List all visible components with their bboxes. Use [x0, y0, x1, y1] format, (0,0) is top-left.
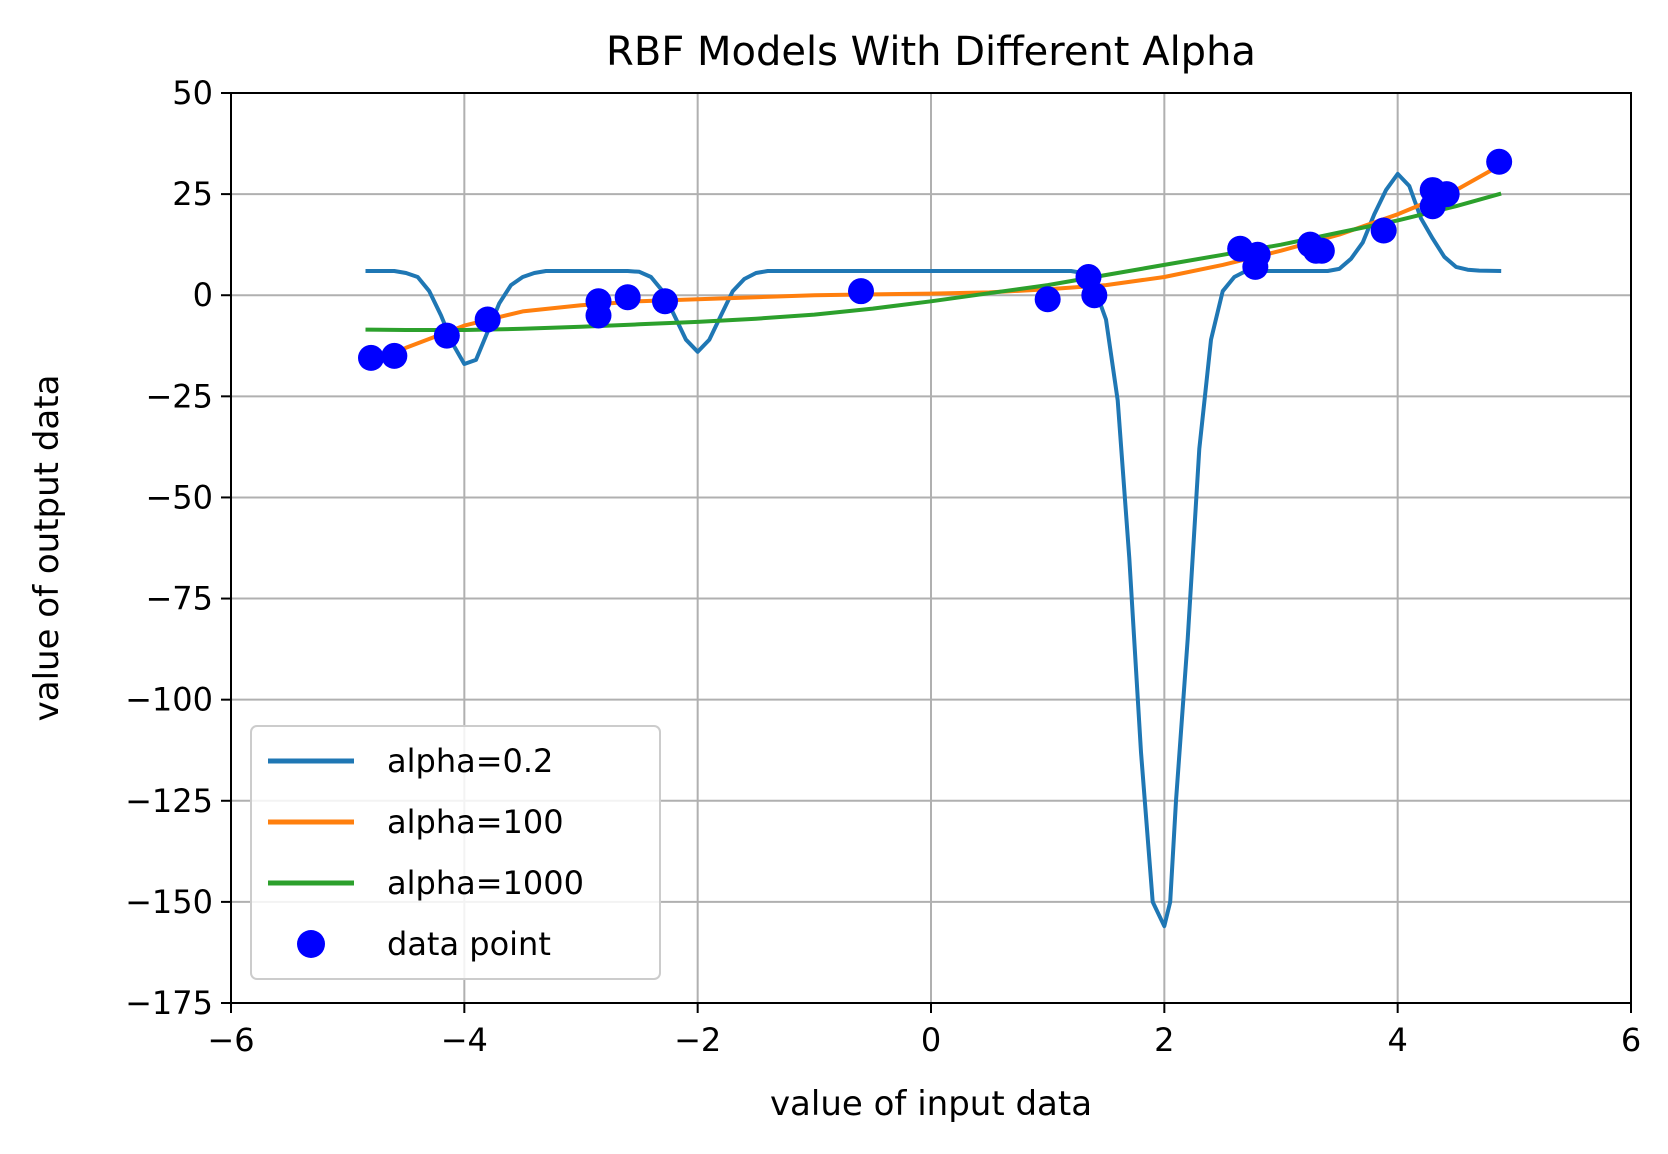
data-point [1034, 286, 1061, 313]
legend-label-data-point: data point [387, 925, 551, 963]
data-point [1433, 181, 1460, 208]
data-point [433, 322, 460, 349]
data-point [614, 284, 641, 311]
legend-label-alpha-100: alpha=100 [387, 803, 564, 841]
data-point [1242, 253, 1269, 280]
x-tick-label-3: 0 [921, 1021, 941, 1059]
y-tick-label-0: 50 [172, 74, 213, 112]
legend-label-alpha-1000: alpha=1000 [387, 864, 584, 902]
y-tick-label-7: −125 [125, 782, 213, 820]
x-tick-label-2: −2 [674, 1021, 721, 1059]
series-line-0 [365, 171, 1502, 929]
data-point [358, 344, 384, 371]
data-point [1486, 148, 1513, 175]
y-tick-label-5: −75 [145, 580, 213, 618]
y-axis: 50 25 0 −25 −50 −75 −100 −125 −150 −175 [125, 74, 231, 1022]
x-axis-label: value of input data [770, 1084, 1092, 1124]
y-tick-label-9: −175 [125, 984, 213, 1022]
legend-marker-data-point [297, 930, 325, 958]
x-tick-label-1: −4 [441, 1021, 488, 1059]
x-tick-label-6: 6 [1621, 1021, 1641, 1059]
legend-label-alpha-0.2: alpha=0.2 [387, 742, 553, 780]
data-point [381, 342, 408, 369]
legend-box [250, 725, 661, 980]
y-tick-label-2: 0 [193, 276, 213, 314]
data-point [1081, 282, 1108, 309]
y-tick-label-3: −25 [145, 377, 213, 415]
data-point [585, 288, 612, 315]
chart-title: RBF Models With Different Alpha [606, 29, 1256, 75]
x-tick-label-0: −6 [207, 1021, 254, 1059]
legend: alpha=0.2 alpha=100 alpha=1000 data poin… [250, 725, 661, 980]
y-tick-label-4: −50 [145, 478, 213, 516]
y-tick-label-1: 25 [172, 175, 213, 213]
data-point [1308, 237, 1335, 264]
scatter-layer [358, 148, 1513, 371]
x-axis: −6 −4 −2 0 2 4 6 [207, 1003, 1641, 1059]
data-point [848, 278, 874, 305]
y-tick-label-8: −150 [125, 883, 213, 921]
data-point [1370, 217, 1397, 244]
x-tick-label-5: 4 [1387, 1021, 1407, 1059]
y-tick-label-6: −100 [125, 681, 213, 719]
x-tick-label-4: 2 [1154, 1021, 1174, 1059]
y-axis-label: value of output data [27, 375, 67, 722]
data-point [652, 288, 678, 315]
data-point [474, 306, 501, 333]
